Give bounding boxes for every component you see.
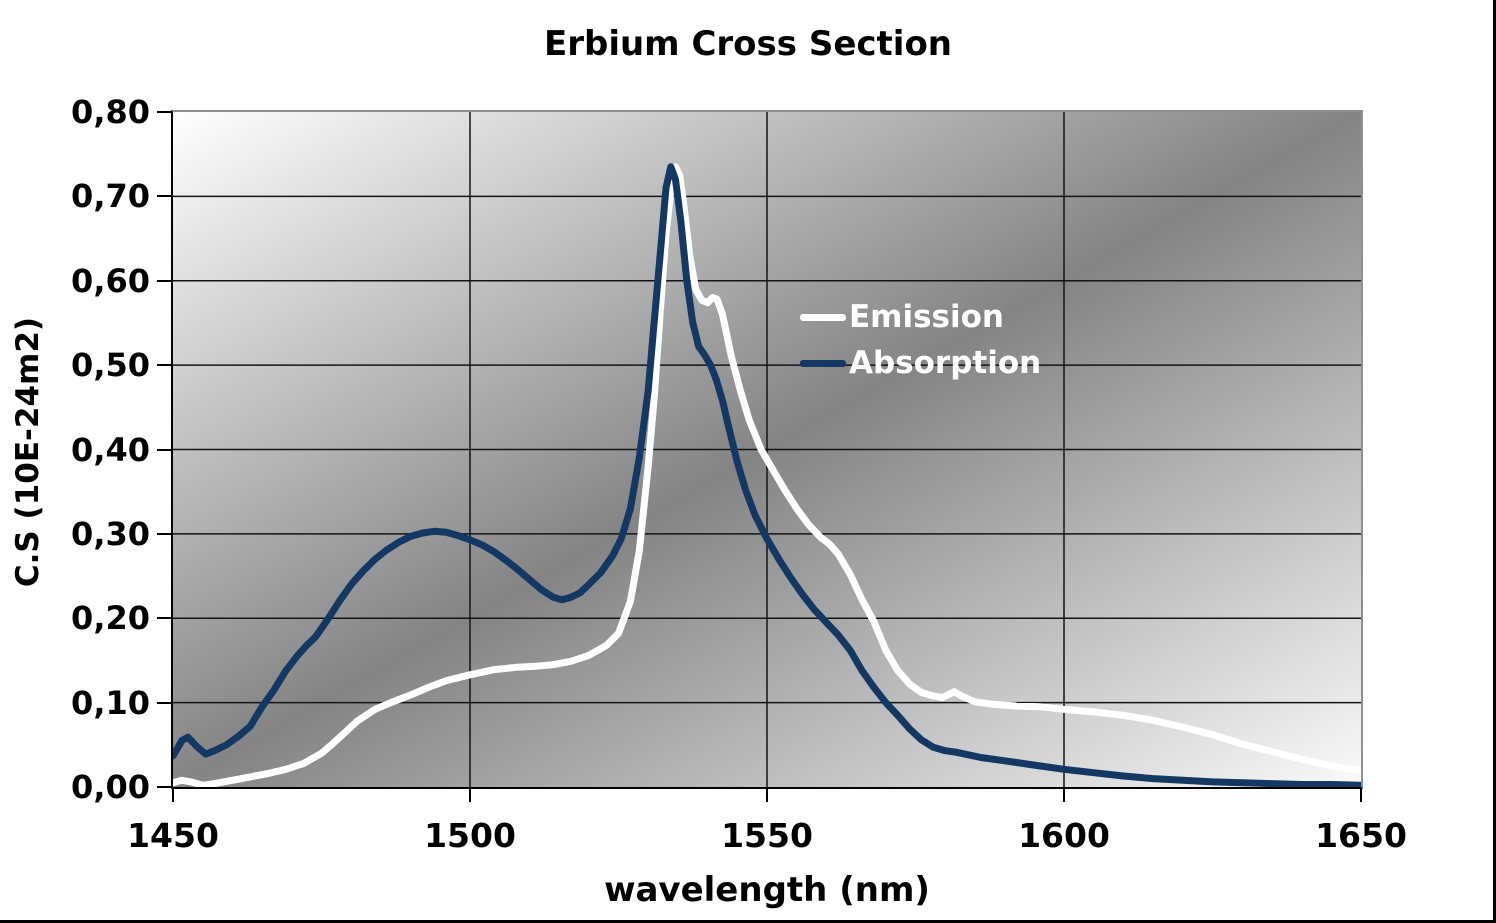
y-tick-label: 0,00 xyxy=(71,768,150,806)
y-tick-label: 0,40 xyxy=(71,430,150,469)
x-axis-ticks xyxy=(0,789,1496,802)
y-tick-mark xyxy=(157,701,171,704)
y-axis-title: C.S (10E-24m2) xyxy=(10,316,46,588)
y-tick-label: 0,60 xyxy=(71,261,150,300)
emission-curve xyxy=(173,163,1361,787)
y-tick-label: 0,10 xyxy=(71,683,150,722)
y-tick-label: 0,30 xyxy=(71,514,150,553)
legend-item-emission: Emission xyxy=(800,294,1041,340)
x-tick-label: 1600 xyxy=(1018,816,1110,855)
absorption-line-swatch xyxy=(800,359,846,367)
y-tick-mark xyxy=(157,532,171,535)
x-tick-mark xyxy=(1063,789,1065,802)
absorption-curve xyxy=(173,163,1361,787)
y-tick-mark xyxy=(157,786,171,788)
y-tick-mark xyxy=(157,279,171,282)
legend: Emission Absorption xyxy=(800,294,1041,386)
y-tick-mark xyxy=(157,364,171,367)
y-axis-tick-labels: 0,00 0,10 0,20 0,30 0,40 0,50 0,60 0,70 0,80 xyxy=(0,93,150,806)
legend-item-absorption: Absorption xyxy=(800,340,1041,386)
y-tick-mark xyxy=(157,448,171,451)
plot-svg xyxy=(173,112,1361,787)
y-tick-label: 0,20 xyxy=(71,599,150,638)
y-tick-mark xyxy=(157,195,171,198)
chart-title: Erbium Cross Section xyxy=(543,24,953,64)
x-tick-label: 1650 xyxy=(1315,816,1407,855)
emission-line-swatch xyxy=(800,313,846,321)
y-tick-label: 0,80 xyxy=(71,93,150,131)
x-tick-mark xyxy=(469,789,471,802)
y-tick-label: 0,50 xyxy=(71,346,150,385)
x-tick-mark xyxy=(1360,789,1362,802)
x-tick-mark xyxy=(172,789,174,802)
legend-label-emission: Emission xyxy=(849,299,1004,335)
y-tick-label: 0,70 xyxy=(71,177,150,216)
legend-label-absorption: Absorption xyxy=(849,345,1042,381)
plot-area xyxy=(171,110,1363,789)
y-tick-mark xyxy=(157,617,171,620)
x-tick-mark xyxy=(766,789,768,802)
x-axis-title: wavelength (nm) xyxy=(604,870,930,910)
x-axis-tick-labels: 1450 1500 1550 1600 1650 xyxy=(0,818,1496,858)
x-tick-label: 1500 xyxy=(424,816,516,855)
y-tick-mark xyxy=(157,111,171,113)
x-tick-label: 1550 xyxy=(721,816,813,855)
x-tick-label: 1450 xyxy=(127,816,219,855)
y-axis-ticks xyxy=(157,111,171,789)
